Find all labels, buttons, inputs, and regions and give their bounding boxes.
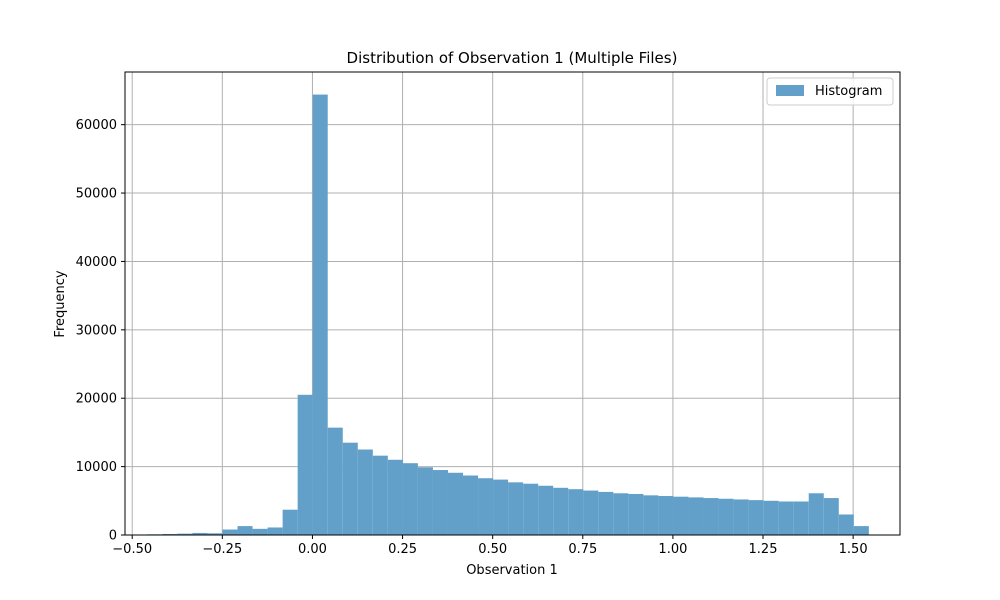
x-tick-label: 1.50 [839, 542, 868, 557]
x-tick-label: −0.50 [112, 542, 152, 557]
y-axis-label: Frequency [53, 270, 68, 337]
histogram-bar [387, 459, 403, 535]
y-tick-label: 50000 [76, 187, 117, 202]
x-tick-label: 1.25 [749, 542, 778, 557]
histogram-bar [177, 533, 193, 535]
x-axis-ticks: −0.50 −0.25 0.00 0.25 0.50 0.75 1.00 1.25 1.50 [112, 535, 868, 557]
x-tick-label: 0.50 [478, 542, 507, 557]
y-tick-label: 30000 [76, 323, 117, 338]
y-tick-label: 20000 [76, 392, 117, 407]
histogram-bar [643, 495, 659, 535]
histogram-bar [838, 514, 854, 535]
histogram-bar [222, 529, 238, 535]
histogram-bar [463, 475, 479, 535]
histogram-bar [853, 526, 869, 535]
x-tick-label: 0.25 [388, 542, 417, 557]
histogram-bar [628, 493, 644, 535]
histogram-bars [147, 94, 869, 535]
histogram-bar [553, 487, 569, 535]
histogram-bar [417, 467, 433, 535]
histogram-bar [252, 528, 268, 535]
histogram-bar [688, 497, 704, 535]
histogram-bar [748, 500, 764, 535]
legend-box [766, 77, 894, 106]
histogram-bar [733, 499, 749, 535]
y-tick-label: 10000 [76, 460, 117, 475]
histogram-bar [703, 498, 719, 535]
histogram-bar [297, 394, 313, 535]
y-tick-label: 40000 [76, 255, 117, 270]
x-axis-label: Observation 1 [466, 563, 558, 578]
histogram-bar [342, 442, 358, 535]
histogram-bar [508, 482, 524, 535]
legend-swatch [776, 85, 804, 96]
histogram-bar [568, 489, 584, 535]
histogram-bar [778, 501, 794, 535]
histogram-bar [613, 493, 629, 535]
legend-label: Histogram [815, 84, 882, 99]
histogram-bar [312, 94, 328, 535]
histogram-bar [523, 483, 539, 535]
histogram-bar [432, 470, 448, 535]
x-tick-label: −0.25 [202, 542, 242, 557]
histogram-bar [207, 533, 223, 535]
histogram-bar [327, 427, 343, 535]
histogram-bar [447, 472, 464, 535]
histogram-bar [282, 509, 298, 535]
plot-frame [124, 71, 901, 536]
histogram-bar [192, 532, 208, 535]
histogram-bar [673, 496, 689, 535]
histogram-bar [793, 501, 809, 535]
histogram-bar [357, 449, 373, 535]
histogram-bar [538, 485, 554, 535]
histogram-bar [658, 496, 674, 535]
histogram-bar [598, 491, 614, 535]
y-tick-label: 60000 [76, 118, 117, 133]
histogram-bar [808, 493, 824, 535]
histogram-bar [372, 455, 388, 535]
legend: Histogram [766, 77, 894, 106]
histogram-bar [763, 500, 779, 535]
y-tick-label: 0 [109, 529, 117, 544]
histogram-bar [493, 479, 509, 535]
histogram-bar [162, 533, 178, 535]
histogram-bar [237, 526, 253, 535]
histogram-bar [718, 498, 734, 535]
histogram-bar [478, 478, 494, 535]
x-tick-label: 0.75 [568, 542, 597, 557]
x-tick-label: 1.00 [658, 542, 687, 557]
histogram-bar [402, 463, 418, 535]
histogram-bar [823, 498, 839, 535]
histogram-bar [583, 490, 599, 535]
chart-title: Distribution of Observation 1 (Multiple … [347, 49, 678, 67]
y-axis-ticks: 0 10000 20000 30000 40000 50000 60000 [76, 118, 125, 544]
histogram-bar [267, 527, 283, 535]
x-tick-label: 0.00 [298, 542, 327, 557]
